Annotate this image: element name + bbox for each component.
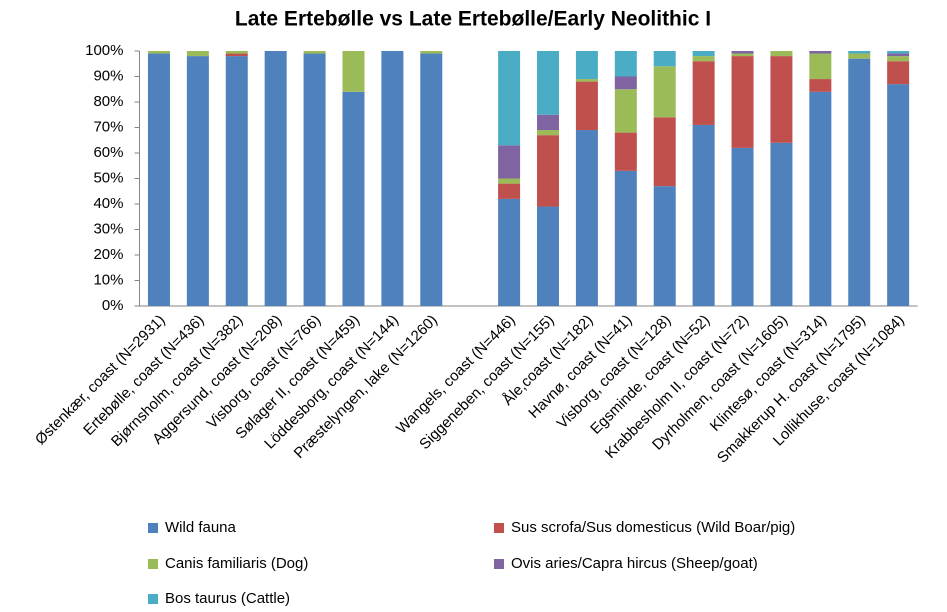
- bar-segment: [887, 53, 910, 57]
- bar-segment: [303, 53, 326, 306]
- y-tick-label: 50%: [93, 169, 123, 186]
- bar-segment: [887, 61, 910, 85]
- legend-swatch: [148, 594, 158, 604]
- y-tick-label: 30%: [93, 220, 123, 237]
- bar-segment: [770, 56, 793, 143]
- bar-segment: [809, 51, 832, 54]
- y-tick-label: 80%: [93, 93, 123, 110]
- legend-swatch: [148, 523, 158, 533]
- bar-segment: [731, 53, 754, 57]
- bar-segment: [225, 51, 248, 54]
- y-tick-label: 0%: [102, 297, 124, 314]
- chart-title: Late Ertebølle vs Late Ertebølle/Early N…: [235, 8, 711, 31]
- bar-segment: [498, 51, 521, 146]
- bar-segment: [498, 145, 521, 179]
- legend-label: Canis familiaris (Dog): [165, 555, 308, 572]
- bar-segment: [848, 51, 871, 54]
- bar-segment: [731, 56, 754, 148]
- bar-segment: [537, 51, 560, 115]
- bar-segment: [809, 53, 832, 80]
- bar-segment: [731, 51, 754, 54]
- y-tick-label: 20%: [93, 246, 123, 263]
- legend-label: Wild fauna: [165, 519, 237, 536]
- legend-label: Sus scrofa/Sus domesticus (Wild Boar/pig…: [511, 519, 795, 536]
- bar-segment: [186, 51, 209, 57]
- bar-segment: [692, 61, 715, 125]
- bar-segment: [653, 66, 676, 118]
- bar-segment: [848, 58, 871, 307]
- bar-segment: [420, 53, 443, 306]
- bar-segment: [614, 89, 637, 133]
- bar-segment: [498, 183, 521, 199]
- bar-segment: [575, 51, 598, 80]
- bar-segment: [692, 56, 715, 62]
- bar-segment: [303, 51, 326, 54]
- bar-segment: [887, 56, 910, 62]
- bar-segment: [614, 51, 637, 77]
- legend-swatch: [494, 559, 504, 569]
- bar-segment: [537, 135, 560, 207]
- bar-segment: [537, 206, 560, 306]
- bar-segment: [653, 117, 676, 187]
- y-tick-label: 90%: [93, 67, 123, 84]
- bar-segment: [498, 178, 521, 184]
- bar-segment: [420, 51, 443, 54]
- y-tick-label: 70%: [93, 118, 123, 135]
- bar-segment: [614, 170, 637, 306]
- bar-segment: [537, 114, 560, 131]
- bar-segment: [809, 91, 832, 306]
- bar-segment: [692, 51, 715, 57]
- bar-segment: [537, 130, 560, 136]
- y-tick-label: 60%: [93, 144, 123, 161]
- bar-segment: [653, 51, 676, 67]
- legend-label: Bos taurus (Cattle): [165, 590, 290, 607]
- bar-segment: [614, 76, 637, 90]
- bar-segment: [770, 51, 793, 57]
- bar-segment: [809, 79, 832, 92]
- bar-segment: [887, 84, 910, 307]
- bar-segment: [653, 186, 676, 306]
- bar-segment: [692, 124, 715, 306]
- bar-segment: [575, 79, 598, 82]
- bar-segment: [342, 51, 365, 92]
- y-tick-label: 40%: [93, 195, 123, 212]
- bar-segment: [575, 130, 598, 306]
- bar-segment: [498, 198, 521, 306]
- bar-segment: [731, 147, 754, 306]
- bar-segment: [848, 53, 871, 59]
- bar-segment: [887, 51, 910, 54]
- y-tick-label: 100%: [85, 42, 123, 59]
- bar-segment: [575, 81, 598, 131]
- bar-segment: [770, 142, 793, 306]
- bar-segment: [147, 53, 170, 306]
- bar-segment: [614, 132, 637, 171]
- y-tick-label: 10%: [93, 271, 123, 288]
- bar-segment: [381, 51, 404, 306]
- bar-segment: [186, 56, 209, 306]
- bar-segment: [147, 51, 170, 54]
- legend-label: Ovis aries/Capra hircus (Sheep/goat): [511, 555, 758, 572]
- bar-segment: [264, 51, 287, 306]
- bar-segment: [342, 91, 365, 306]
- bar-segment: [225, 56, 248, 306]
- legend-swatch: [148, 559, 158, 569]
- legend-swatch: [494, 523, 504, 533]
- bar-segment: [225, 53, 248, 57]
